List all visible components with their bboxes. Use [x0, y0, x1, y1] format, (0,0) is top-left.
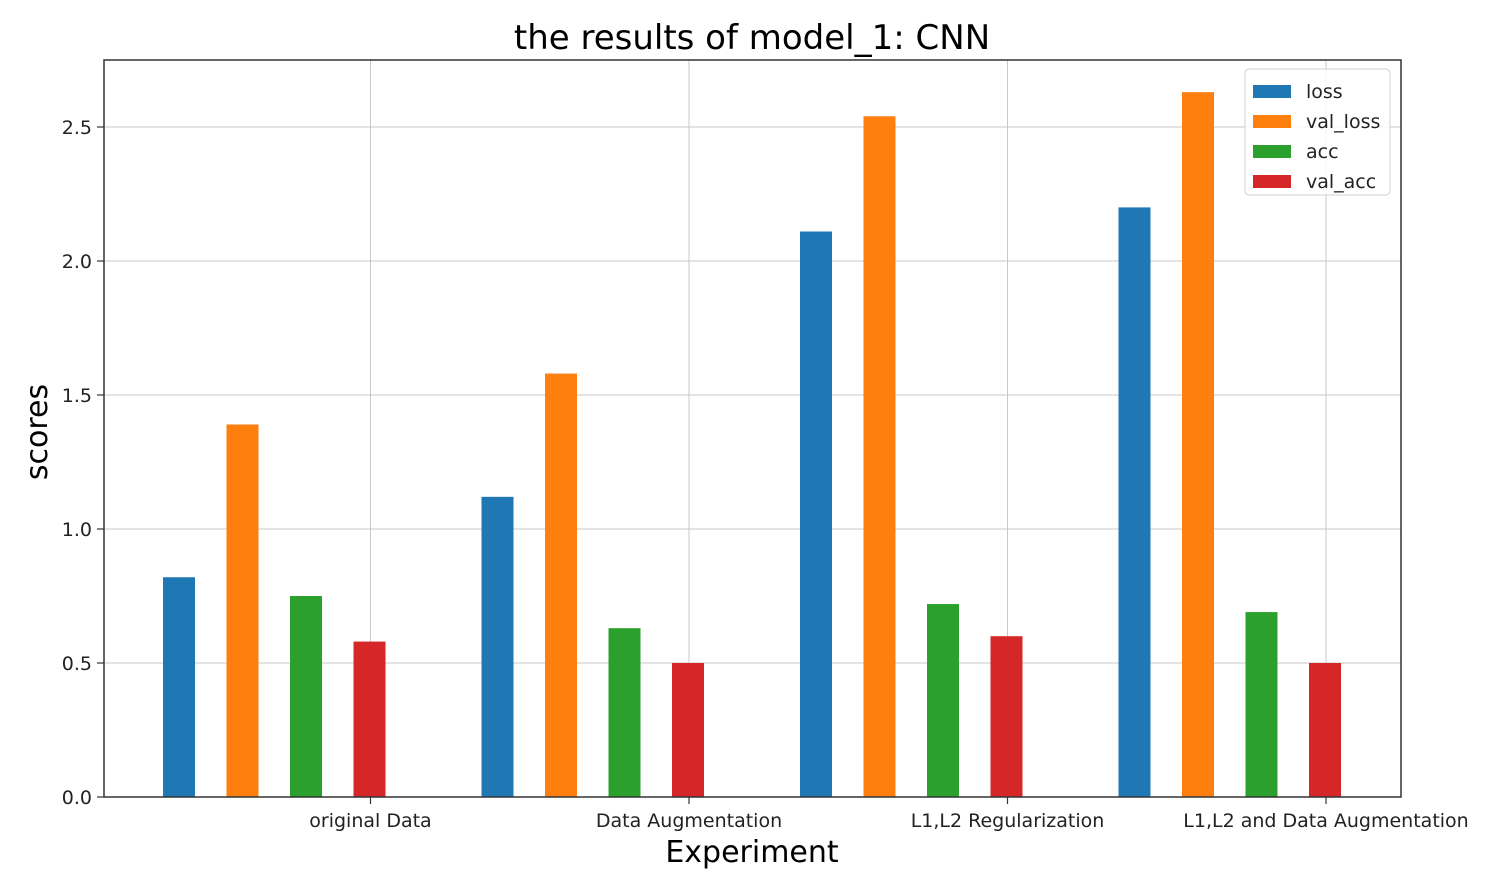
x-tick-label: original Data — [309, 810, 431, 832]
bar-loss-1 — [481, 496, 514, 797]
bar-loss-0 — [163, 577, 195, 797]
bar-val_acc-1 — [672, 663, 704, 797]
bar-val_acc-2 — [990, 636, 1023, 797]
chart-title: the results of model_1: CNN — [514, 18, 990, 58]
bar-val_acc-3 — [1309, 663, 1341, 797]
x-axis-ticks: original Data Data Augmentation L1,L2 Regu… — [309, 797, 1469, 832]
legend-swatch-loss — [1253, 85, 1291, 98]
bar-acc-0 — [290, 596, 322, 797]
y-axis-ticks: 0.0 0.5 1.0 1.5 2.0 2.5 — [62, 117, 104, 809]
legend-box — [1244, 68, 1391, 196]
y-tick-label: 2.0 — [62, 251, 92, 273]
legend-swatch-val_loss — [1253, 115, 1291, 128]
bar-loss-3 — [1118, 207, 1151, 797]
y-axis-label: scores — [20, 384, 55, 480]
y-tick-label: 0.0 — [62, 787, 92, 809]
x-tick-label: Data Augmentation — [596, 810, 782, 832]
y-tick-label: 1.0 — [62, 519, 92, 541]
plot-area-frame — [103, 59, 1402, 798]
bar-acc-2 — [927, 604, 959, 797]
x-axis-label: Experiment — [665, 835, 839, 870]
bar-acc-3 — [1245, 612, 1278, 797]
bar-val_loss-1 — [545, 373, 577, 797]
y-tick-label: 2.5 — [62, 117, 92, 139]
legend-label-val_loss: val_loss — [1306, 111, 1380, 133]
bar-val_loss-3 — [1182, 92, 1214, 797]
legend-label-val_acc: val_acc — [1306, 171, 1376, 193]
bar-loss-2 — [800, 231, 832, 797]
legend-swatch-val_acc — [1253, 175, 1291, 188]
y-tick-label: 0.5 — [62, 653, 92, 675]
bars — [163, 92, 1341, 797]
legend-label-loss: loss — [1306, 81, 1343, 103]
bar-val_acc-0 — [353, 641, 386, 797]
x-tick-label: L1,L2 Regularization — [911, 810, 1105, 832]
legend-swatch-acc — [1253, 145, 1291, 158]
bar-val_loss-0 — [226, 424, 259, 797]
y-tick-label: 1.5 — [62, 385, 92, 407]
x-tick-label: L1,L2 and Data Augmentation — [1183, 810, 1468, 832]
bar-val_loss-2 — [863, 116, 896, 797]
legend-label-acc: acc — [1306, 141, 1339, 163]
bar-acc-1 — [608, 628, 641, 797]
